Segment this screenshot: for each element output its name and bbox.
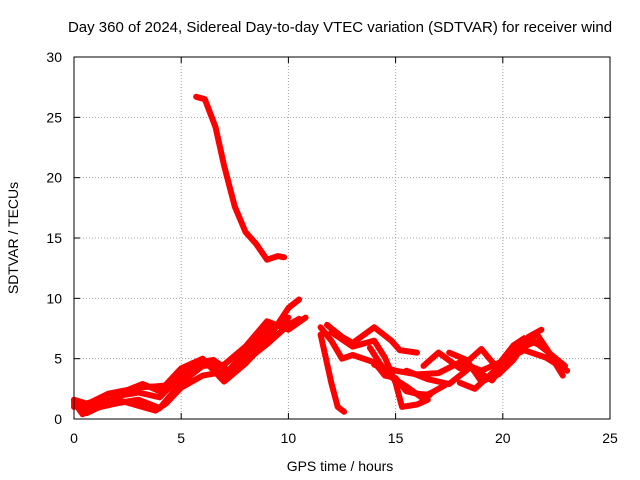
y-tick-label: 30 [46,49,62,65]
series-track-7 [317,331,348,415]
data-series [71,93,571,418]
x-tick-label: 0 [70,430,78,446]
x-tick-label: 5 [177,430,185,446]
y-axis-label: SDTVAR / TECUs [5,182,21,294]
series-high-track [193,93,288,263]
y-tick-label: 15 [46,230,62,246]
x-axis-label: GPS time / hours [287,458,394,474]
axis-ticks: 0 5 10 15 20 25 0 5 10 15 20 25 30 [46,49,618,446]
y-tick-label: 5 [54,351,62,367]
x-tick-label: 10 [281,430,297,446]
chart-title: Day 360 of 2024, Sidereal Day-to-day VTE… [68,19,612,36]
y-tick-label: 10 [46,290,62,306]
y-tick-label: 20 [46,170,62,186]
series-track-3 [71,296,303,410]
x-tick-label: 25 [602,430,618,446]
x-tick-label: 15 [388,430,404,446]
grid [74,57,610,419]
series-track-5 [71,319,292,409]
y-tick-label: 0 [54,411,62,427]
x-tick-label: 20 [495,430,511,446]
y-tick-label: 25 [46,109,62,125]
series-track-15 [456,331,568,392]
